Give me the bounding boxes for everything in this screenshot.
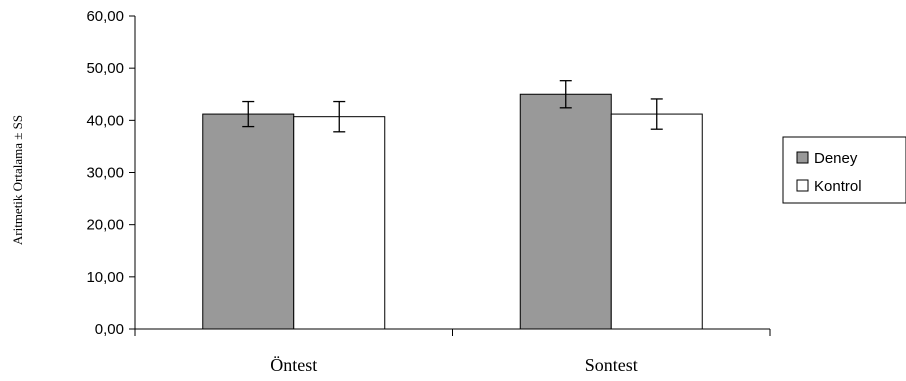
- legend-label-deney: Deney: [814, 150, 858, 167]
- bar-kontrol-2: [610, 113, 703, 330]
- bar-kontrol-1: [293, 116, 386, 330]
- y-tick-label: 60,00: [86, 8, 124, 25]
- y-tick-label: 10,00: [86, 269, 124, 286]
- y-tick-label: 0,00: [95, 321, 124, 338]
- legend-swatch-deney: [796, 151, 809, 164]
- y-tick-label: 20,00: [86, 217, 124, 234]
- legend-box: [782, 136, 906, 204]
- bar-deney-1: [202, 113, 295, 330]
- y-tick-label: 50,00: [86, 60, 124, 77]
- y-axis: 0,00 10,00 20,00 30,00 40,00 50,00 60,00: [86, 8, 136, 338]
- error-bar-kontrol-2: [650, 98, 663, 130]
- x-axis: Öntest Sontest: [134, 328, 771, 375]
- y-tick-label: 30,00: [86, 165, 124, 182]
- error-bar-deney-1: [242, 100, 255, 128]
- y-axis-title: Aritmetik Ortalama ± SS: [10, 115, 25, 245]
- error-bar-kontrol-1: [333, 100, 346, 133]
- y-tick-label: 40,00: [86, 112, 124, 129]
- bar-deney-2: [519, 93, 612, 330]
- legend: Deney Kontrol: [782, 136, 906, 204]
- error-bars: [242, 80, 663, 133]
- legend-swatch-kontrol: [796, 179, 809, 192]
- bars: [202, 93, 703, 330]
- x-tick-label: Sontest: [585, 355, 638, 375]
- x-tick-label: Öntest: [270, 355, 317, 375]
- legend-label-kontrol: Kontrol: [814, 178, 862, 195]
- error-bar-deney-2: [559, 80, 572, 109]
